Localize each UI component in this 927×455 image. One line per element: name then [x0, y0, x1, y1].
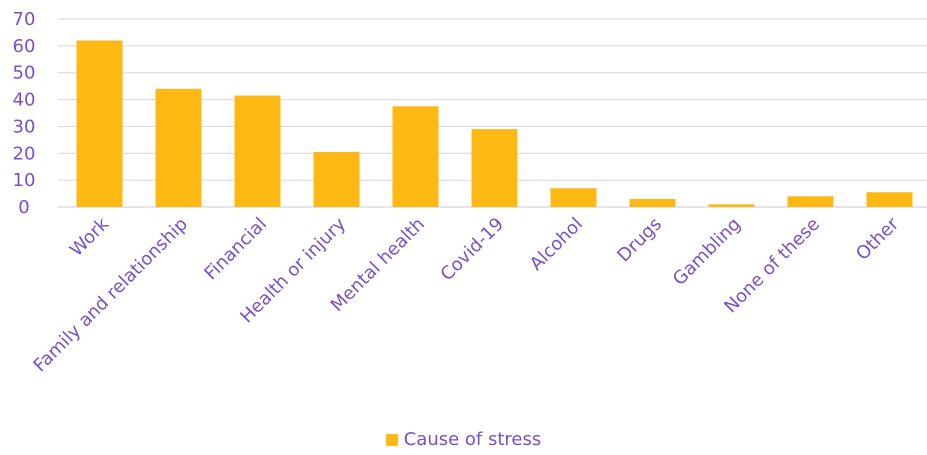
- bar-none-of-these: [787, 196, 834, 207]
- bar-other: [866, 192, 913, 207]
- x-tick-label: Family and relationship: [29, 214, 192, 377]
- legend-swatch: [385, 433, 398, 446]
- bar-mental-health: [392, 106, 439, 207]
- y-tick-label: 20: [13, 143, 36, 164]
- x-tick-label: Drugs: [613, 214, 666, 267]
- bar-financial: [234, 95, 281, 207]
- y-tick-label: 60: [13, 36, 36, 57]
- bar-work: [76, 40, 123, 207]
- legend-label: Cause of stress: [403, 429, 542, 450]
- y-tick-label: 40: [13, 90, 36, 111]
- x-tick-label: Gambling: [669, 214, 745, 290]
- y-tick-label: 0: [18, 197, 29, 218]
- bar-alcohol: [550, 188, 597, 207]
- bars: [76, 40, 913, 207]
- legend: Cause of stress: [0, 429, 927, 451]
- bar-health-or-injury: [313, 151, 360, 207]
- x-tick-label: Financial: [200, 214, 271, 285]
- bar-gambling: [708, 204, 755, 207]
- bar-family-and-relationship: [155, 88, 202, 207]
- x-tick-label: Work: [66, 213, 113, 260]
- x-tick-label: Other: [852, 213, 903, 264]
- y-axis-ticks: 0 10 20 30 40 50 60 70: [13, 9, 36, 218]
- y-tick-label: 10: [13, 170, 36, 191]
- y-tick-label: 50: [13, 63, 36, 84]
- bar-drugs: [629, 198, 676, 207]
- y-tick-label: 30: [13, 116, 36, 137]
- x-tick-label: Covid-19: [437, 214, 508, 285]
- y-tick-label: 70: [13, 9, 36, 30]
- x-tick-label: Alcohol: [526, 214, 587, 275]
- bar-covid-19: [471, 129, 518, 207]
